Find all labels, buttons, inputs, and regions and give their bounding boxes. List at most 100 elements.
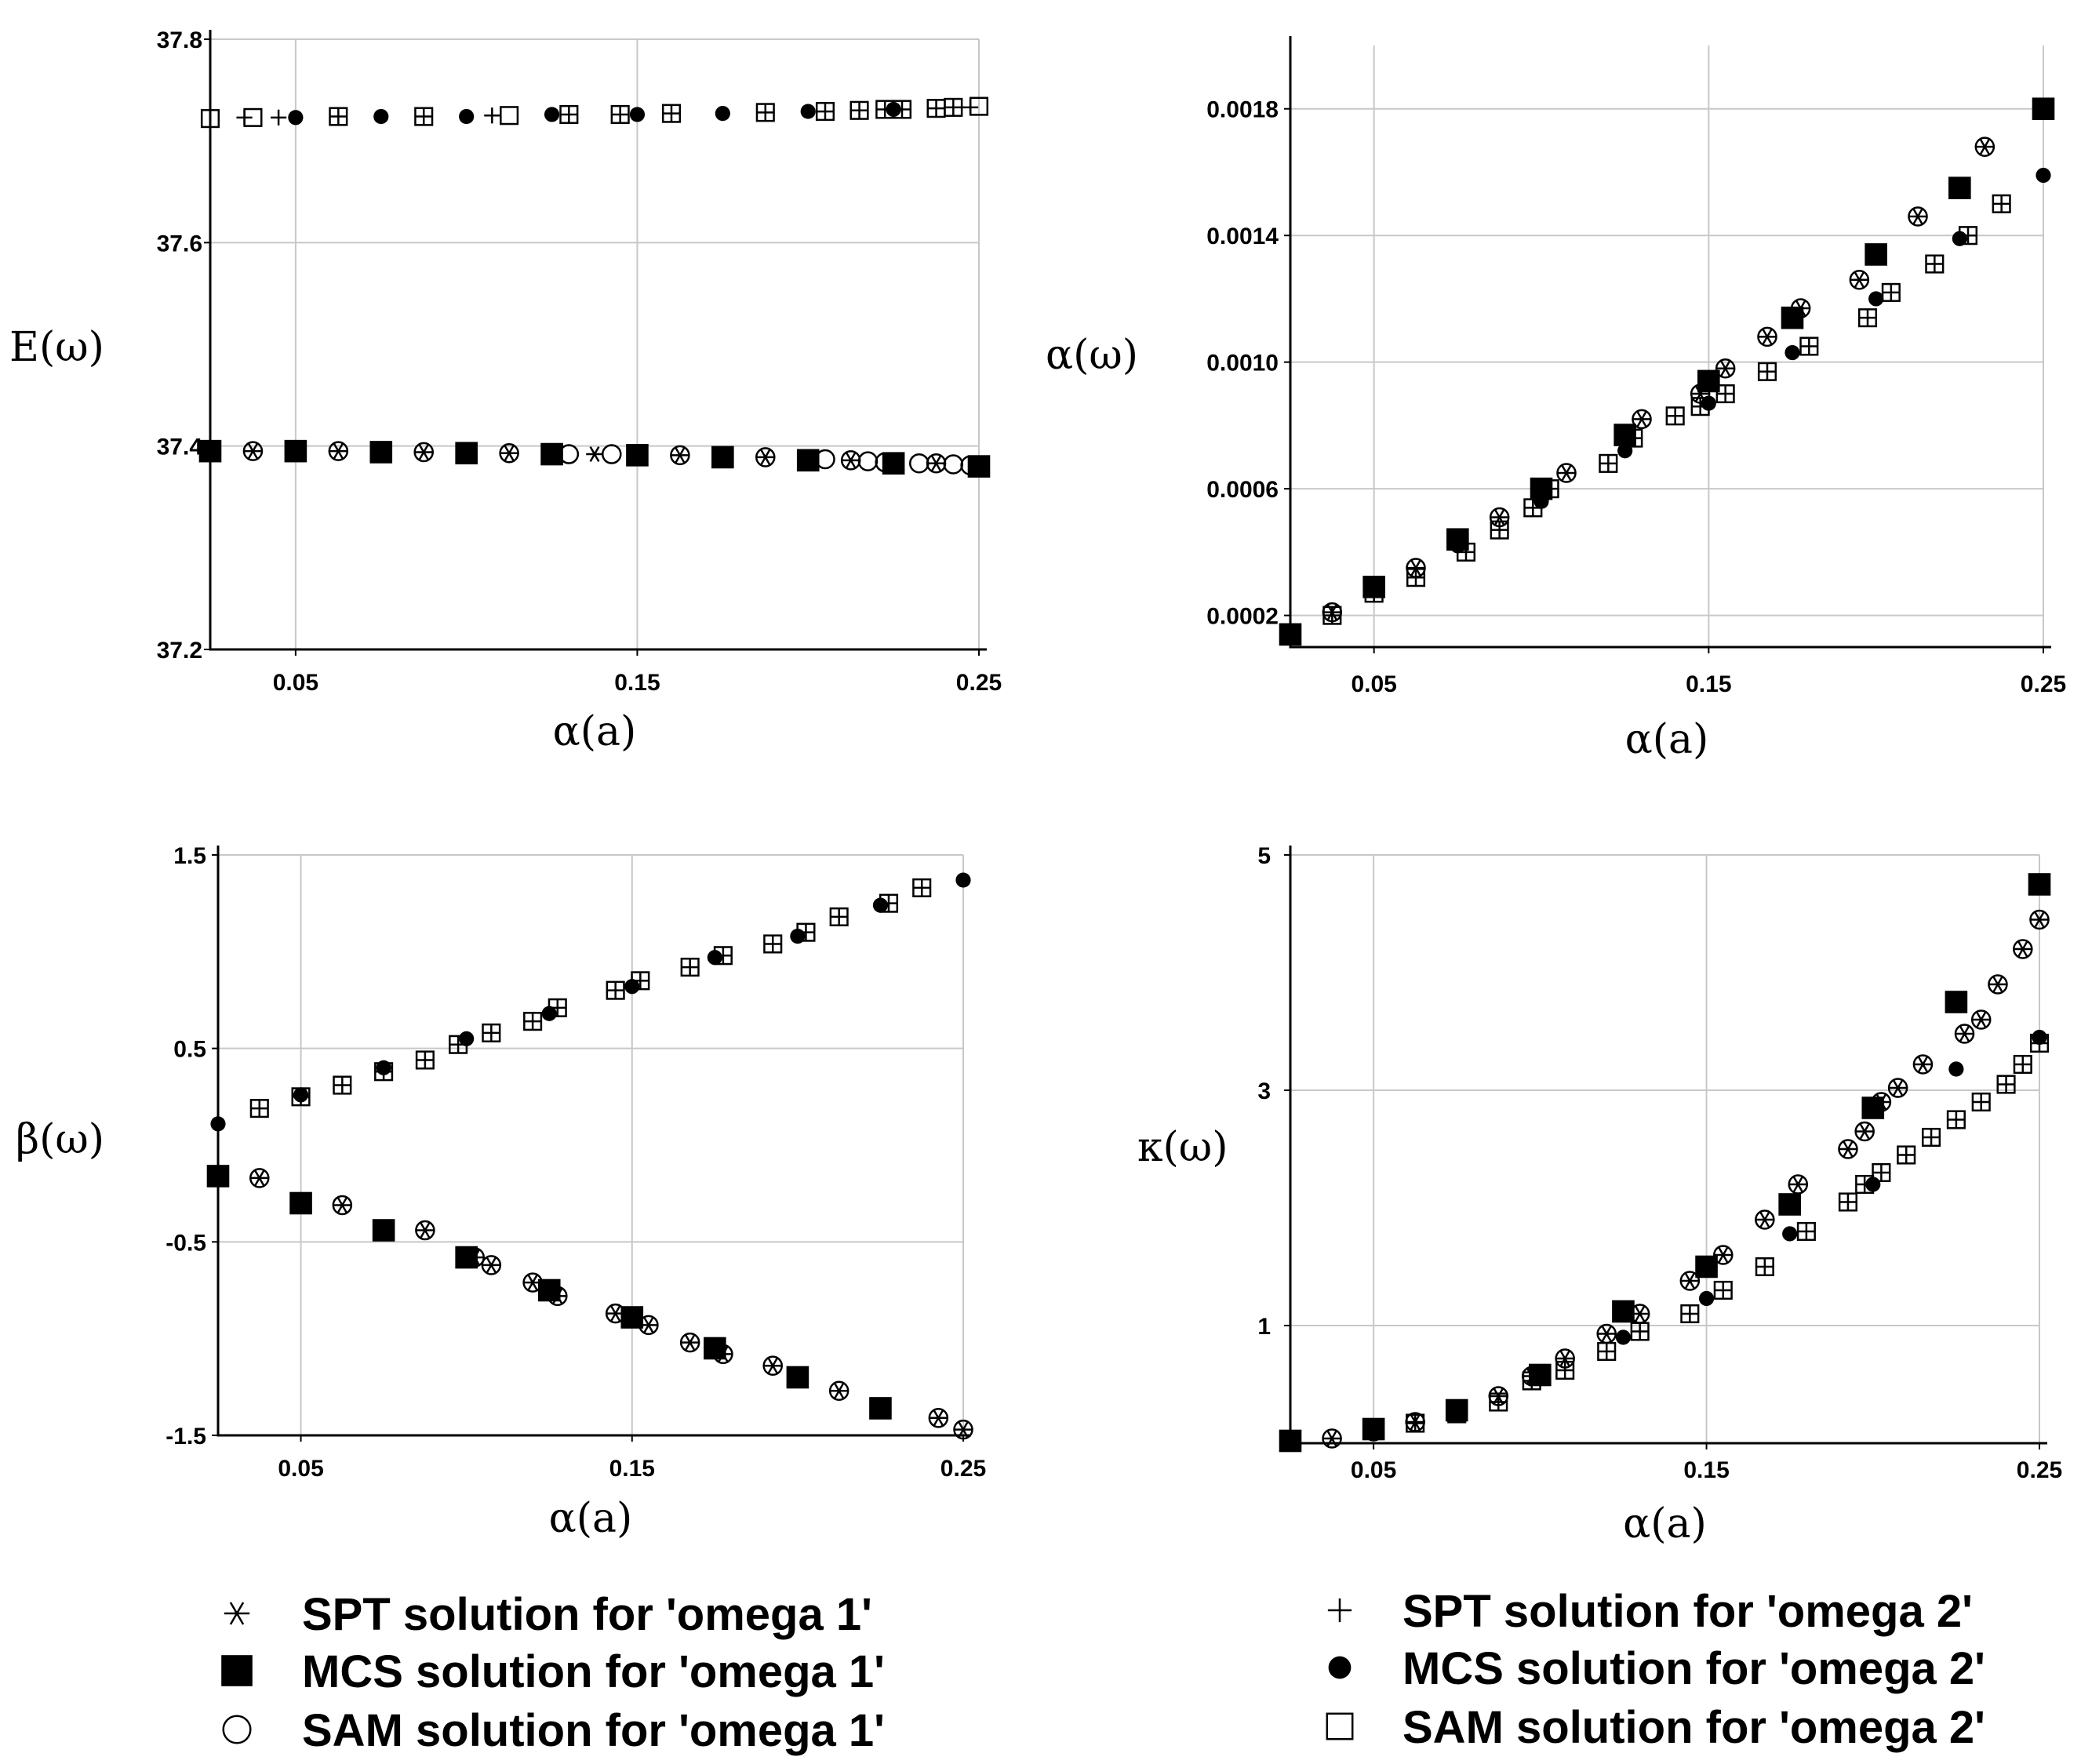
legend-symbol-filled-circle — [1328, 1656, 1352, 1679]
data-point-star — [415, 444, 433, 460]
data-point-filled-circle — [2032, 1029, 2047, 1046]
data-point-plus — [1324, 607, 1341, 624]
data-point-open-circle — [1871, 1092, 1892, 1112]
data-point-open-square — [815, 102, 835, 122]
data-point-open-square — [1599, 453, 1618, 473]
data-point-open-square — [291, 1087, 311, 1107]
data-point-open-square — [249, 1099, 269, 1118]
data-point-plus — [271, 109, 287, 125]
data-point-star — [1323, 1431, 1341, 1446]
legend-item-sam-omega1: SAM solution for 'omega 1' — [222, 1705, 885, 1756]
data-point-plus — [334, 1077, 351, 1093]
data-point-open-square — [374, 1062, 394, 1082]
y-tick-label: 37.4 — [157, 435, 203, 460]
data-point-plus — [831, 908, 847, 926]
data-point-open-square — [879, 893, 899, 913]
data-point-filled-circle — [459, 108, 475, 125]
data-point-open-square — [631, 971, 650, 991]
x-tick-label: 0.25 — [2017, 1457, 2062, 1483]
data-point-star — [250, 1169, 268, 1186]
y-tick-label: -1.5 — [166, 1424, 206, 1449]
legend-star-marker — [224, 1602, 250, 1625]
y-tick-label: 1 — [1257, 1314, 1271, 1340]
data-point-star — [329, 443, 347, 460]
legend-symbol-open-square — [1326, 1712, 1354, 1740]
data-point-plus — [483, 1024, 500, 1042]
data-point-star — [1714, 1247, 1732, 1263]
series-filled-circle — [1366, 1029, 2047, 1439]
data-point-star — [1756, 1212, 1774, 1228]
data-point-star — [1955, 1026, 1974, 1042]
data-point-filled-circle — [1784, 344, 1800, 361]
data-point-filled-square — [1695, 1255, 1718, 1278]
data-point-open-circle — [242, 441, 264, 461]
data-point-open-square — [2013, 1054, 2032, 1075]
data-point-filled-square — [1945, 991, 1968, 1013]
data-point-plus — [1715, 1282, 1731, 1299]
series-filled-square — [1279, 873, 2051, 1453]
data-point-plus — [1973, 1093, 1989, 1111]
data-point-open-circle — [670, 445, 690, 466]
x-tick-label: 0.15 — [614, 670, 660, 696]
data-point-plus — [1632, 1323, 1648, 1340]
data-point-plus — [1798, 1223, 1814, 1240]
y-tick-label: 0.5 — [173, 1037, 206, 1063]
data-point-star — [671, 447, 689, 464]
legend-bold: MCS — [302, 1646, 403, 1697]
data-point-open-square — [796, 922, 816, 942]
data-point-plus — [607, 982, 624, 998]
data-point-star — [244, 443, 262, 460]
data-point-plus — [525, 1013, 541, 1030]
data-point-star — [1989, 977, 2006, 992]
data-point-open-square — [1838, 1192, 1857, 1212]
data-point-filled-square — [206, 1165, 230, 1188]
data-point-open-square — [1597, 1341, 1617, 1362]
data-point-open-square — [892, 100, 912, 119]
legend-label-sam-omega2: SAM solution for 'omega 2' — [1402, 1702, 1985, 1753]
data-point-star — [500, 445, 518, 461]
data-point-plus — [1600, 455, 1617, 471]
data-point-open-square — [1540, 479, 1559, 499]
legend-bold: SAM — [302, 1705, 403, 1756]
data-point-plus — [416, 108, 432, 125]
legend-rest: solution for 'omega 2' — [1504, 1702, 1985, 1753]
data-point-open-square — [1523, 498, 1543, 518]
legend-rest: solution for 'omega 2' — [1491, 1586, 1973, 1637]
x-axis-label: α(a) — [1625, 716, 1709, 763]
data-point-open-circle — [1849, 269, 1870, 290]
data-point-open-square — [1322, 606, 1342, 625]
data-point-open-circle — [558, 444, 580, 464]
data-point-open-circle — [928, 1408, 949, 1428]
data-point-star — [1558, 464, 1575, 481]
data-point-star — [1407, 560, 1424, 576]
data-point-open-square — [1922, 1127, 1941, 1148]
data-point-open-square — [755, 103, 775, 122]
data-point-filled-circle — [1698, 1290, 1715, 1307]
data-point-plus — [1801, 338, 1817, 355]
data-point-open-square — [1946, 1110, 1966, 1129]
data-point-plus — [765, 936, 781, 952]
data-point-plus — [484, 107, 500, 124]
legend-item-spt-omega2: SPT solution for 'omega 2' — [1327, 1586, 1973, 1637]
legend-bold: SPT — [1402, 1586, 1491, 1637]
series-open-circle — [1322, 909, 2050, 1449]
data-point-filled-square — [1279, 623, 1302, 646]
data-point-open-square — [1690, 397, 1710, 416]
axes — [1289, 846, 2047, 1445]
data-point-filled-circle — [1948, 1061, 1964, 1077]
data-point-plus — [417, 1052, 433, 1068]
legend-item-mcs-omega1: MCS solution for 'omega 1' — [221, 1646, 885, 1697]
data-point-open-circle — [1632, 409, 1652, 430]
legend-label-mcs-omega2: MCS solution for 'omega 2' — [1402, 1643, 1985, 1694]
data-point-open-square — [415, 1050, 435, 1070]
data-point-star — [1598, 1326, 1616, 1342]
data-point-open-circle — [679, 1332, 700, 1353]
series-filled-circle — [210, 872, 971, 1132]
data-point-open-circle — [943, 454, 964, 475]
data-point-plus — [1599, 1343, 1615, 1360]
data-point-open-circle — [762, 1355, 783, 1376]
data-point-open-square — [414, 107, 434, 126]
data-point-open-square — [1490, 520, 1509, 540]
x-tick-label: 0.05 — [278, 1456, 323, 1482]
data-point-plus — [1839, 1194, 1857, 1210]
